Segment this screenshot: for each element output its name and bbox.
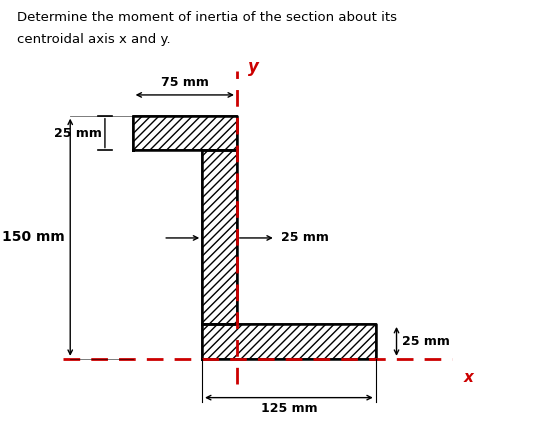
Text: 125 mm: 125 mm [261,402,317,415]
Text: 25 mm: 25 mm [402,335,450,348]
Text: Determine the moment of inertia of the section about its: Determine the moment of inertia of the s… [17,11,397,24]
Text: y: y [248,58,259,76]
Text: x: x [463,370,473,385]
Bar [133,116,237,151]
Text: 75 mm: 75 mm [161,76,209,89]
Text: 25 mm: 25 mm [54,127,102,139]
Text: 150 mm: 150 mm [2,230,65,244]
Bar [202,324,375,359]
Text: 25 mm: 25 mm [281,231,329,245]
Text: centroidal axis x and y.: centroidal axis x and y. [17,33,170,46]
Bar [202,151,237,324]
